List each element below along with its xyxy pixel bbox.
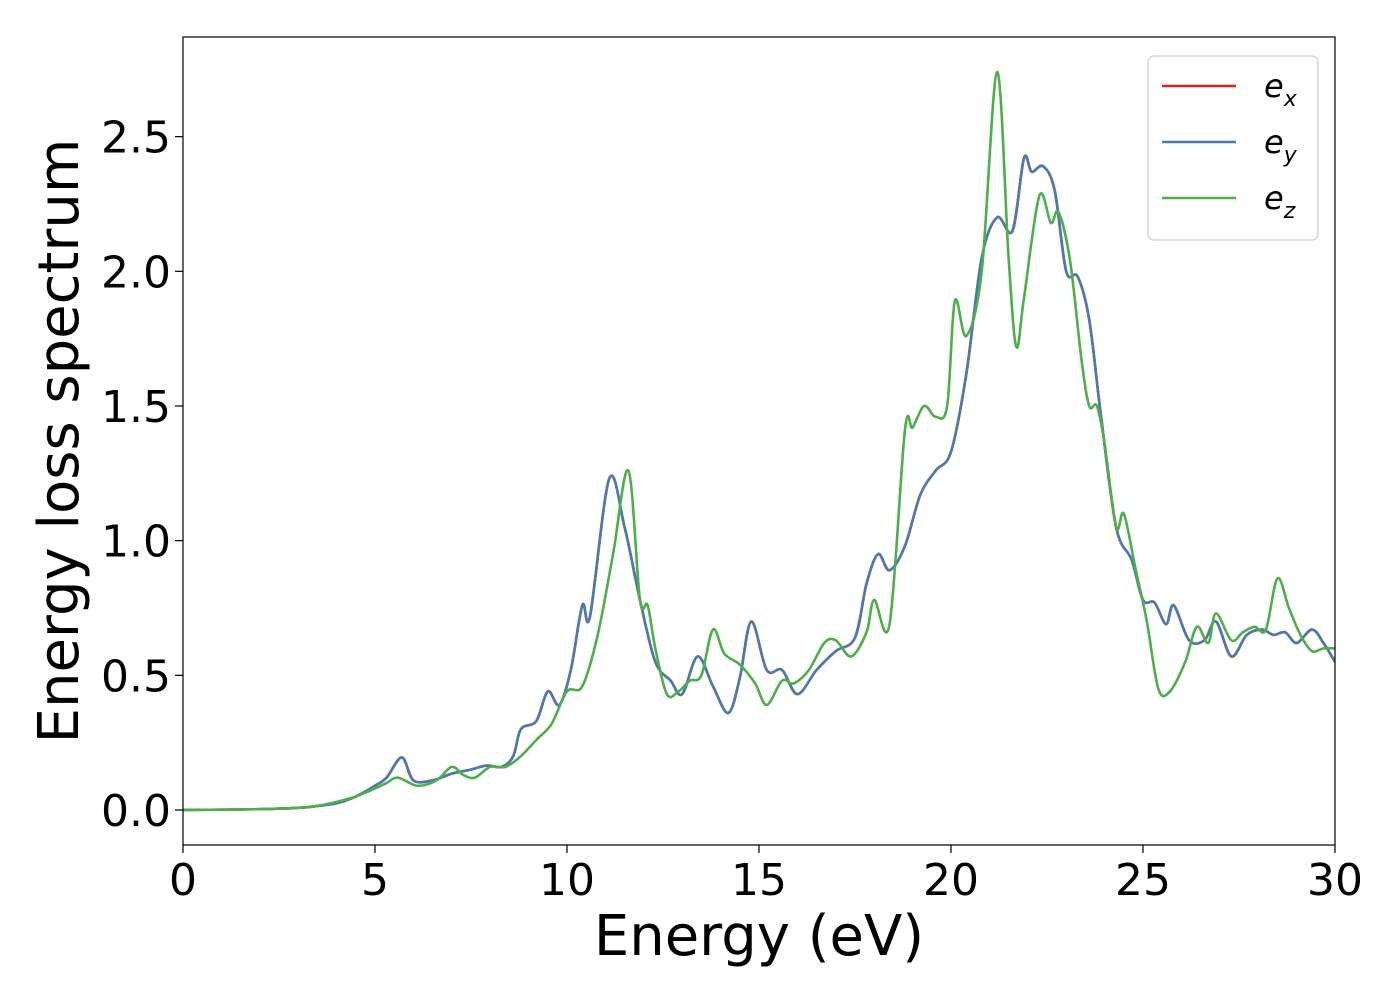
x-tick-label: 5 — [361, 855, 389, 906]
y-tick-label: 0.0 — [101, 786, 171, 837]
y-tick-label: 0.5 — [101, 651, 171, 702]
x-axis-ticks: 0 5 10 15 20 25 30 — [169, 845, 1363, 906]
series-layer — [183, 70, 1335, 812]
legend-label-subscript: z — [1283, 199, 1296, 224]
legend-box — [1147, 55, 1319, 241]
x-axis-title: Energy (eV) — [594, 904, 924, 969]
legend-label-base: e — [1264, 123, 1284, 161]
x-tick-label: 25 — [1115, 855, 1171, 906]
legend-label-z: ez — [1264, 179, 1296, 224]
series-line-x — [183, 154, 1335, 812]
x-tick-label: 15 — [731, 855, 787, 906]
x-tick-label: 10 — [539, 855, 595, 906]
legend-label-subscript: x — [1283, 87, 1298, 112]
y-tick-label: 2.5 — [101, 113, 171, 164]
x-tick-label: 20 — [923, 855, 979, 906]
x-tick-label: 0 — [169, 855, 197, 906]
x-tick-label: 30 — [1307, 855, 1363, 906]
y-tick-label: 1.0 — [101, 517, 171, 568]
y-axis-title: Energy loss spectrum — [27, 139, 92, 744]
series-line-z — [183, 70, 1335, 812]
legend-label-y: ey — [1264, 123, 1298, 168]
legend-label-base: e — [1264, 67, 1284, 105]
y-tick-label: 2.0 — [101, 247, 171, 298]
legend-label-base: e — [1264, 179, 1284, 217]
legend-label-subscript: y — [1283, 143, 1298, 168]
plot-frame — [182, 36, 1336, 846]
y-axis-ticks: 0.0 0.5 1.0 1.5 2.0 2.5 — [101, 113, 183, 837]
series-line-y — [183, 154, 1335, 812]
y-tick-label: 1.5 — [101, 382, 171, 433]
legend-label-x: ex — [1264, 67, 1298, 112]
